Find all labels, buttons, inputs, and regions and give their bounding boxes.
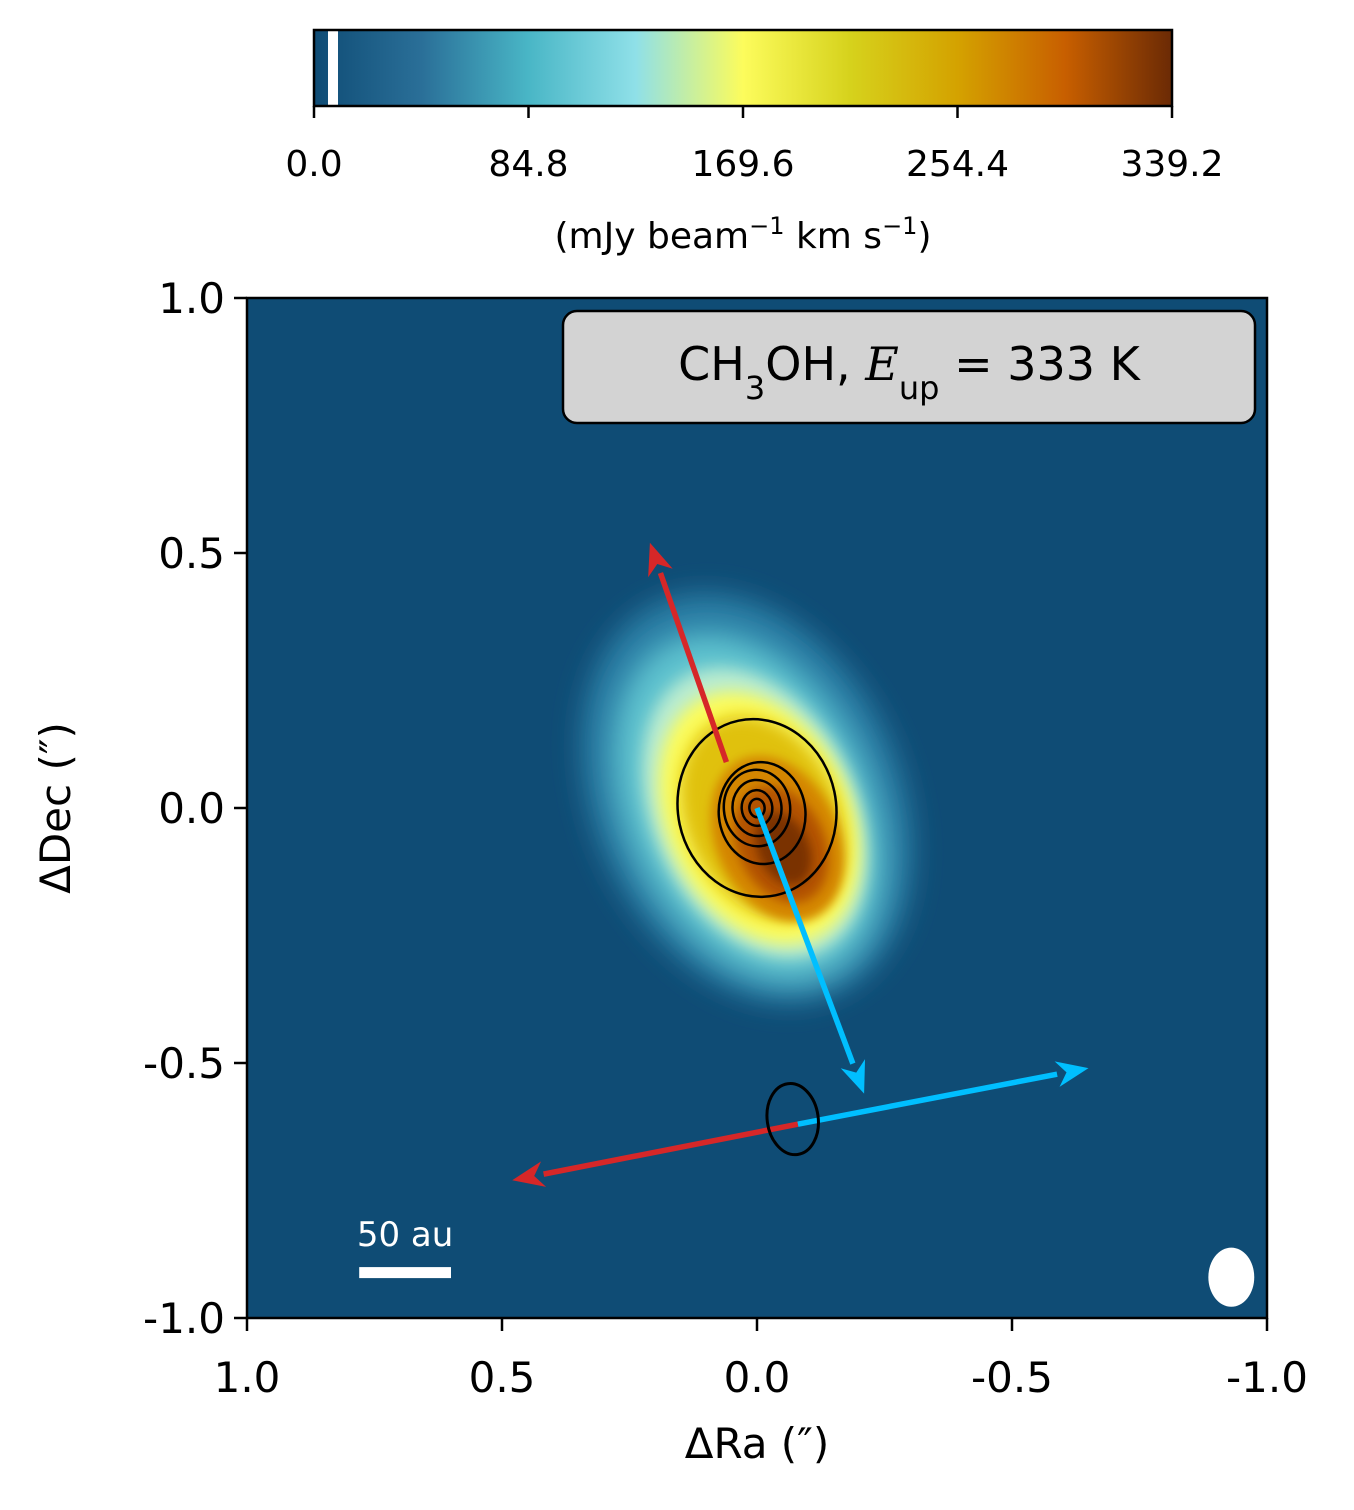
colorbar-gradient bbox=[314, 30, 1172, 106]
molecule-annotation: CH3OH, Eup = 333 K bbox=[561, 309, 1257, 425]
colorbar-tick-label: 0.0 bbox=[285, 144, 342, 185]
velocity-arrows bbox=[512, 542, 1089, 1187]
contour-level bbox=[722, 768, 792, 848]
arrow-head bbox=[840, 1059, 866, 1094]
colorbar-tick-label: 254.4 bbox=[906, 144, 1009, 185]
annotation-text: CH3OH, Eup = 333 K bbox=[678, 337, 1142, 407]
y-tick-label: 0.5 bbox=[158, 529, 225, 578]
scale-bar: 50 au bbox=[357, 1215, 453, 1279]
contour-level bbox=[676, 717, 838, 899]
y-axis-ticks: 1.0 0.5 0.0 -0.5 -1.0 bbox=[143, 274, 247, 1343]
y-tick-label: -1.0 bbox=[143, 1294, 225, 1343]
scale-bar-line bbox=[359, 1267, 451, 1279]
plot-area: CH3OH, Eup = 333 K 50 au 1.0 0.5 0.0 -0.5 -1… bbox=[31, 274, 1308, 1468]
contour-level bbox=[740, 788, 774, 828]
x-tick-label: 0.5 bbox=[469, 1353, 536, 1402]
x-tick-label: -0.5 bbox=[971, 1353, 1053, 1402]
y-axis-label: ΔDec (″) bbox=[31, 722, 80, 894]
x-tick-label: -1.0 bbox=[1226, 1353, 1308, 1402]
arrow-head bbox=[648, 542, 673, 578]
y-tick-label: 1.0 bbox=[158, 274, 225, 323]
continuum-marker-ellipse bbox=[765, 1082, 820, 1157]
arrow-shaft bbox=[543, 1121, 799, 1177]
x-axis-label: ΔRa (″) bbox=[685, 1419, 830, 1468]
y-tick-label: 0.0 bbox=[158, 784, 225, 833]
x-tick-label: 0.0 bbox=[724, 1353, 791, 1402]
arrow-head bbox=[512, 1161, 547, 1187]
colorbar-tick-label: 84.8 bbox=[488, 144, 568, 185]
colorbar-tick-label: 169.6 bbox=[691, 144, 794, 185]
colorbar-tick-label: 339.2 bbox=[1120, 144, 1223, 185]
arrow-shaft bbox=[797, 1071, 1058, 1127]
contour-level bbox=[731, 778, 783, 838]
x-axis-ticks: 1.0 0.5 0.0 -0.5 -1.0 bbox=[214, 1318, 1308, 1402]
arrow-shaft bbox=[754, 807, 856, 1065]
plot-extras bbox=[765, 1082, 1255, 1307]
y-tick-label: -0.5 bbox=[143, 1039, 225, 1088]
colorbar-threshold-line bbox=[328, 30, 338, 106]
beam-ellipse bbox=[1208, 1247, 1255, 1307]
colorbar: 0.0 84.8 169.6 254.4 339.2 (mJy beam−1 km s−… bbox=[285, 28, 1224, 257]
emission-layer bbox=[755, 812, 812, 885]
colorbar-label: (mJy beam−1 km s−1) bbox=[555, 212, 932, 257]
contour-level bbox=[717, 760, 807, 866]
arrow-head bbox=[1054, 1061, 1089, 1087]
annotation-box bbox=[561, 309, 1257, 425]
arrow-shaft bbox=[657, 572, 729, 764]
x-tick-label: 1.0 bbox=[214, 1353, 281, 1402]
colorbar-ticks: 0.0 84.8 169.6 254.4 339.2 bbox=[285, 106, 1224, 185]
scale-bar-label: 50 au bbox=[357, 1215, 453, 1255]
